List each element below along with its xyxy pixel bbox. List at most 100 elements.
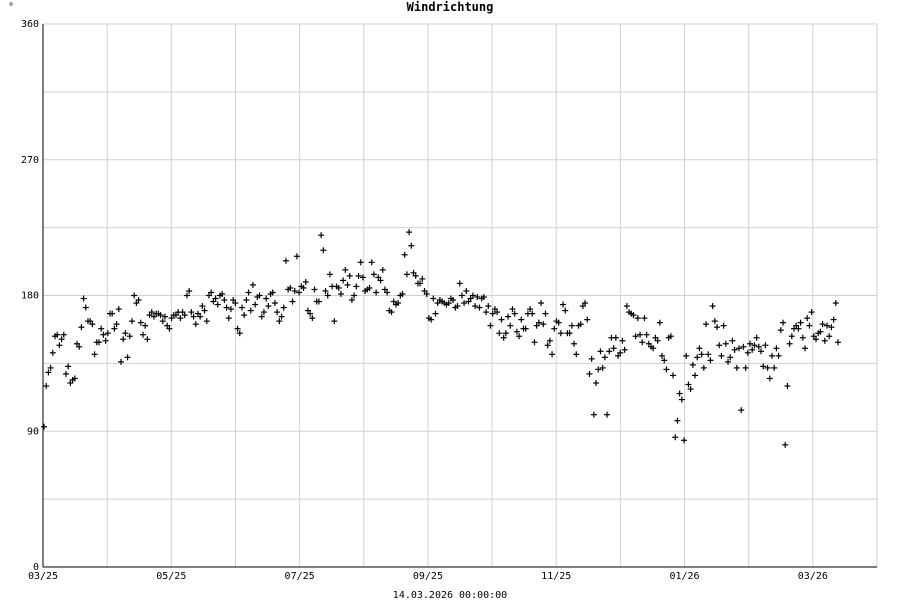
data-point [753, 334, 760, 341]
data-point [637, 331, 644, 338]
x-tick-label: 07/25 [285, 571, 315, 582]
y-tick-label: 0 [33, 562, 39, 573]
data-point [309, 315, 316, 322]
data-point [639, 339, 646, 346]
data-point [582, 300, 589, 307]
data-point [353, 283, 360, 290]
data-point [573, 351, 580, 358]
data-point [634, 315, 641, 322]
data-point [126, 333, 133, 340]
data-point [577, 321, 584, 328]
data-point [410, 269, 417, 276]
data-point [148, 309, 155, 316]
data-point [274, 309, 281, 316]
data-point [467, 295, 474, 302]
data-point [71, 375, 78, 382]
data-point [168, 315, 175, 322]
data-point [434, 300, 441, 307]
data-point [95, 339, 102, 346]
data-point [621, 346, 628, 353]
data-point [212, 295, 219, 302]
data-point [593, 379, 600, 386]
data-point [135, 297, 142, 304]
data-point [804, 315, 811, 322]
data-point [183, 292, 190, 299]
data-point [571, 340, 578, 347]
data-point [751, 342, 758, 349]
data-point [234, 325, 241, 332]
data-point [445, 300, 452, 307]
data-point [828, 324, 835, 331]
data-point [355, 272, 362, 279]
data-point [412, 272, 419, 279]
data-point [186, 287, 193, 294]
data-point [379, 266, 386, 273]
data-point [703, 321, 710, 328]
data-point [793, 322, 800, 329]
data-point [568, 322, 575, 329]
data-point [161, 313, 168, 320]
data-point [304, 307, 311, 314]
data-point [342, 266, 349, 273]
data-point [696, 345, 703, 352]
data-point [830, 316, 837, 323]
data-point [597, 348, 604, 355]
data-point [705, 351, 712, 358]
data-point [661, 357, 668, 364]
data-point [82, 304, 89, 311]
data-point [498, 316, 505, 323]
data-point [610, 345, 617, 352]
data-point [109, 310, 116, 317]
data-point [58, 336, 65, 343]
data-point [656, 319, 663, 326]
data-point [201, 307, 208, 314]
data-point [260, 309, 267, 316]
data-point [641, 315, 648, 322]
data-point [485, 303, 492, 310]
data-point [370, 271, 377, 278]
data-point [172, 312, 179, 319]
data-point [219, 290, 226, 297]
data-point [131, 292, 138, 299]
data-point [177, 315, 184, 322]
data-point [73, 340, 80, 347]
data-point [505, 313, 512, 320]
data-point [507, 322, 514, 329]
data-point [137, 319, 144, 326]
data-point [458, 292, 465, 299]
data-point [698, 351, 705, 358]
data-point [157, 312, 164, 319]
data-point [214, 301, 221, 308]
data-point [469, 292, 476, 299]
data-point [230, 297, 237, 304]
data-point [337, 290, 344, 297]
data-point [225, 315, 232, 322]
data-point [771, 364, 778, 371]
data-point [672, 434, 679, 441]
data-point [619, 337, 626, 344]
data-point [311, 286, 318, 293]
data-point [612, 334, 619, 341]
data-point [595, 366, 602, 373]
data-point [366, 284, 373, 291]
data-point [249, 281, 256, 288]
data-point [346, 272, 353, 279]
data-point [738, 407, 745, 414]
data-point [516, 333, 523, 340]
data-point [632, 333, 639, 340]
data-point [650, 345, 657, 352]
data-point [373, 289, 380, 296]
data-point [784, 383, 791, 389]
data-point [502, 330, 509, 337]
data-point [258, 313, 265, 320]
data-point [821, 337, 828, 344]
data-point [747, 340, 754, 347]
data-point [663, 366, 670, 373]
data-point [65, 363, 72, 370]
data-point [764, 364, 771, 371]
data-point [45, 369, 52, 376]
data-point [326, 271, 333, 278]
data-point [423, 290, 430, 297]
y-axis-tick-labels: 0 90 180 270 360 [21, 19, 39, 573]
data-point [483, 309, 490, 316]
